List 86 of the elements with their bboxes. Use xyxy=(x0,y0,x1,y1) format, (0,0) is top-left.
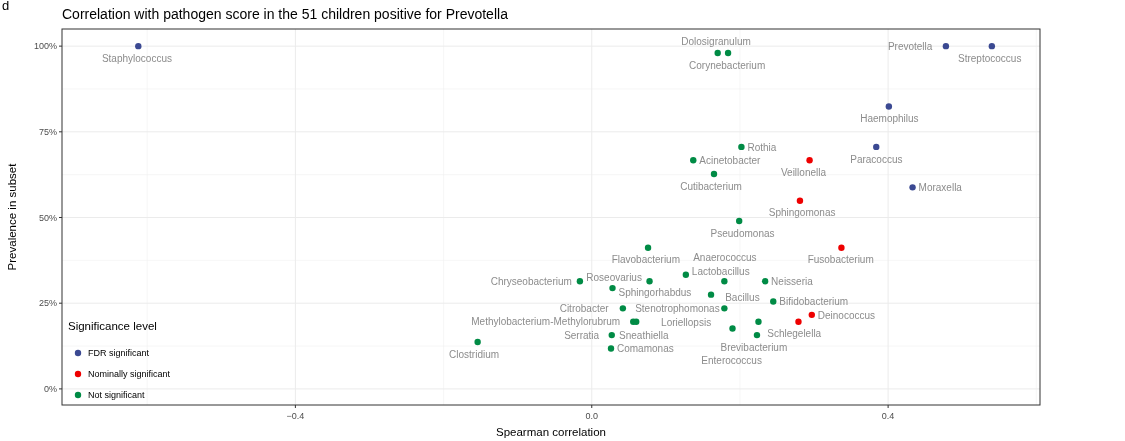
annotation: Staphylococcus xyxy=(101,52,172,64)
point xyxy=(838,244,845,251)
point xyxy=(721,305,728,312)
annotation: Neisseria xyxy=(771,276,814,288)
annotation: Prevotella xyxy=(887,40,933,52)
point xyxy=(607,345,615,352)
annotation: Lactobacillus xyxy=(691,265,750,277)
point xyxy=(690,157,697,164)
y-tick-label: 0% xyxy=(43,383,57,394)
point xyxy=(738,143,745,151)
point xyxy=(988,42,996,50)
x-tick-label: 0.0 xyxy=(585,411,599,421)
point xyxy=(795,318,802,325)
y-tick-label: 50% xyxy=(38,212,57,223)
point xyxy=(682,271,690,278)
annotation: Schlegelella xyxy=(767,328,822,340)
annotation: Sphingorhabdus xyxy=(618,286,692,298)
y-tick-label: 25% xyxy=(38,298,57,309)
point xyxy=(796,197,804,204)
annotation: Sphingomonas xyxy=(768,207,836,219)
annotation: Acinetobacter xyxy=(699,155,762,167)
point xyxy=(619,305,627,312)
x-tick-label: 0.4 xyxy=(881,411,895,421)
x-tick-label: −0.4 xyxy=(286,411,305,421)
chart-title: Correlation with pathogen score in the 51 children positive for Prevotella xyxy=(62,6,509,22)
annotation: Roseovarius xyxy=(586,272,642,284)
point xyxy=(806,157,813,164)
legend-label: Nominally significant xyxy=(88,369,171,379)
annotation: Chryseobacterium xyxy=(490,276,572,288)
point xyxy=(761,278,769,285)
point xyxy=(808,311,815,319)
legend-label: Not significant xyxy=(88,390,146,400)
annotation: Fusobacterium xyxy=(807,254,874,266)
y-tick-label: 100% xyxy=(33,41,57,52)
point xyxy=(873,143,880,151)
annotation: Methylobacterium-Methylorubrum xyxy=(471,316,621,328)
annotation: Sneathiella xyxy=(619,330,669,342)
annotation: Loriellopsis xyxy=(661,317,712,329)
annotation: Bacillus xyxy=(725,292,760,304)
y-axis-title: Prevalence in subset xyxy=(6,162,18,271)
point xyxy=(135,42,142,50)
annotation: Cutibacterium xyxy=(680,180,742,192)
annotation: Streptococcus xyxy=(958,52,1022,64)
annotation: Brevibacterium xyxy=(720,341,788,353)
point xyxy=(885,103,893,110)
point xyxy=(729,325,736,332)
point xyxy=(474,338,481,346)
point xyxy=(942,42,950,50)
annotation: Enterococcus xyxy=(701,355,762,367)
point xyxy=(644,244,652,251)
point xyxy=(721,278,728,285)
point xyxy=(753,331,761,339)
annotation: Dolosigranulum xyxy=(681,35,751,47)
annotation: Serratia xyxy=(564,329,600,341)
point xyxy=(724,49,732,57)
annotation: Clostridium xyxy=(449,348,500,360)
point xyxy=(609,284,616,292)
point xyxy=(770,298,777,305)
point xyxy=(576,278,584,285)
annotation: Moraxella xyxy=(918,182,963,194)
annotation: Paracoccus xyxy=(850,153,903,165)
text: d xyxy=(2,0,10,13)
annotation: Citrobacter xyxy=(559,303,610,315)
point xyxy=(646,278,653,285)
annotation: Anaerococcus xyxy=(693,252,757,264)
annotation: Comamonas xyxy=(617,343,674,355)
annotation: Rothia xyxy=(747,141,777,153)
legend-label: FDR significant xyxy=(88,348,150,358)
annotation: Corynebacterium xyxy=(689,59,766,71)
y-tick-label: 75% xyxy=(38,126,57,137)
point xyxy=(707,291,715,298)
annotation: Deinococcus xyxy=(817,309,876,321)
point xyxy=(755,318,762,325)
point xyxy=(710,170,718,178)
annotation: Veillonella xyxy=(780,167,827,179)
annotation: Pseudomonas xyxy=(710,227,775,239)
point xyxy=(714,49,721,57)
annotation: Haemophilus xyxy=(860,113,919,125)
x-axis-title: Spearman correlation xyxy=(496,426,606,438)
point xyxy=(735,217,743,225)
annotation: Stenotrophomonas xyxy=(635,303,720,315)
annotation: Bifidobacterium xyxy=(779,296,849,308)
legend-title: Significance level xyxy=(68,320,157,332)
point xyxy=(909,184,916,191)
point xyxy=(608,331,615,339)
annotation: Flavobacterium xyxy=(611,254,681,266)
